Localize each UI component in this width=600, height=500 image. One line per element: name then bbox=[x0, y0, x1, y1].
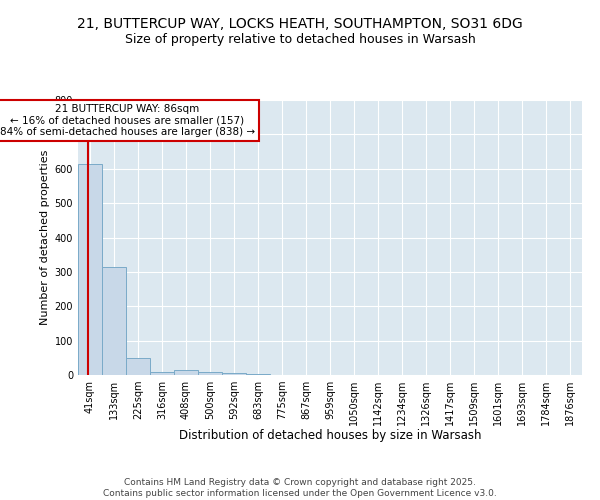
Text: 21, BUTTERCUP WAY, LOCKS HEATH, SOUTHAMPTON, SO31 6DG: 21, BUTTERCUP WAY, LOCKS HEATH, SOUTHAMP… bbox=[77, 18, 523, 32]
Bar bbox=[198, 372, 222, 375]
Bar bbox=[78, 164, 102, 375]
Bar bbox=[174, 370, 198, 375]
Text: 21 BUTTERCUP WAY: 86sqm
← 16% of detached houses are smaller (157)
84% of semi-d: 21 BUTTERCUP WAY: 86sqm ← 16% of detache… bbox=[0, 104, 255, 138]
Text: Contains HM Land Registry data © Crown copyright and database right 2025.
Contai: Contains HM Land Registry data © Crown c… bbox=[103, 478, 497, 498]
Bar bbox=[102, 266, 126, 375]
Bar bbox=[126, 358, 150, 375]
Y-axis label: Number of detached properties: Number of detached properties bbox=[40, 150, 50, 325]
Bar bbox=[222, 374, 246, 375]
Text: Size of property relative to detached houses in Warsash: Size of property relative to detached ho… bbox=[125, 32, 475, 46]
Bar bbox=[246, 374, 270, 375]
X-axis label: Distribution of detached houses by size in Warsash: Distribution of detached houses by size … bbox=[179, 430, 481, 442]
Bar bbox=[150, 372, 174, 375]
